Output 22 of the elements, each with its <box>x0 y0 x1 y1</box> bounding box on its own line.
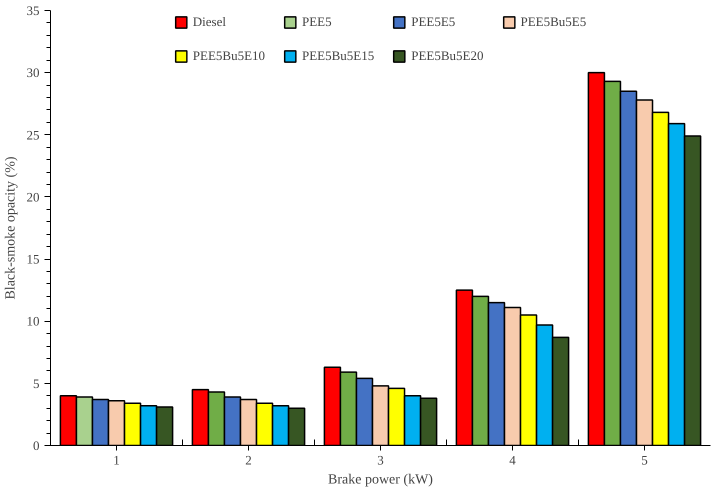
x-axis-title: Brake power (kW) <box>328 472 434 488</box>
legend-label: PEE5Bu5E10 <box>192 48 266 64</box>
legend-label: PEE5E5 <box>411 14 456 30</box>
legend-label: PEE5 <box>302 14 332 30</box>
y-axis-title: Black-smoke opacity (%) <box>4 156 18 300</box>
legend-label: PEE5Bu5E5 <box>520 14 586 30</box>
x-tick-label: 4 <box>509 452 516 468</box>
legend-label: PEE5Bu5E20 <box>411 48 484 64</box>
x-tick-label: 1 <box>113 452 120 468</box>
y-tick-label: 20 <box>26 189 40 204</box>
y-tick-label: 10 <box>26 314 40 329</box>
y-tick-label: 5 <box>33 376 40 391</box>
y-tick-label: 30 <box>26 65 40 80</box>
y-tick-label: 35 <box>26 3 40 18</box>
x-tick-label: 3 <box>377 452 384 468</box>
y-tick-label: 15 <box>26 252 40 267</box>
legend-label: Diesel <box>192 14 226 30</box>
x-tick-label: 2 <box>245 452 252 468</box>
legend-label: PEE5Bu5E15 <box>302 48 374 64</box>
y-tick-label: 25 <box>26 127 40 142</box>
y-tick-label: 0 <box>33 438 40 453</box>
x-tick-label: 5 <box>641 452 648 468</box>
